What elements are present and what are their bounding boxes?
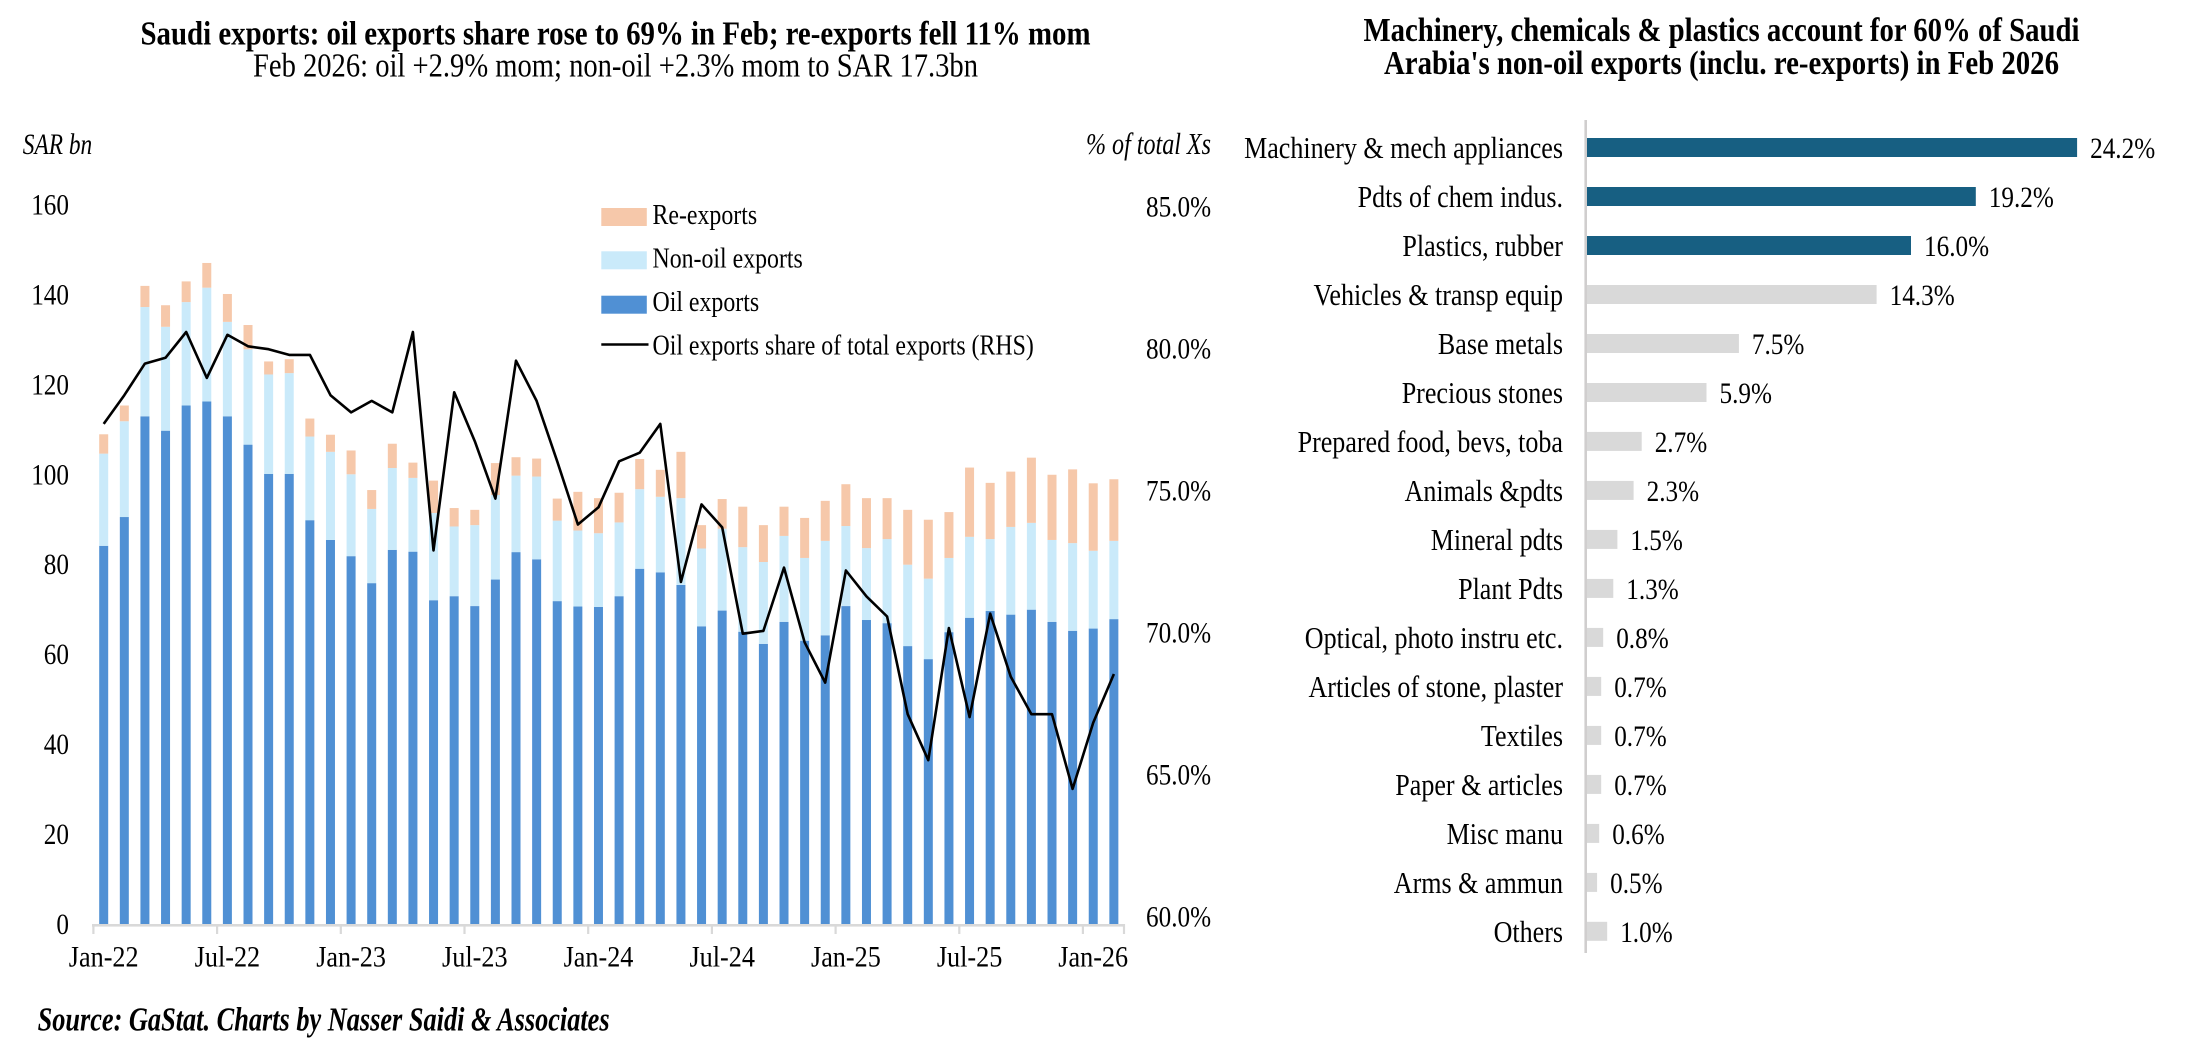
svg-text:60: 60 [44,638,69,671]
svg-text:0: 0 [56,908,69,941]
svg-text:Plastics, rubber: Plastics, rubber [1402,228,1563,263]
svg-text:Jul-22: Jul-22 [195,940,261,973]
svg-text:0.7%: 0.7% [1614,720,1667,753]
svg-text:Optical, photo instru etc.: Optical, photo instru etc. [1305,620,1563,655]
svg-text:Machinery, chemicals & plastic: Machinery, chemicals & plastics account … [1364,12,2080,49]
svg-text:0.7%: 0.7% [1614,769,1667,802]
svg-text:Paper & articles: Paper & articles [1395,767,1563,802]
svg-text:SAR bn: SAR bn [23,128,92,161]
svg-text:Jul-24: Jul-24 [689,940,755,973]
svg-text:Non-oil exports: Non-oil exports [653,243,803,275]
svg-text:120: 120 [31,368,69,401]
svg-text:80: 80 [44,548,69,581]
svg-text:16.0%: 16.0% [1924,230,1989,263]
svg-text:Base metals: Base metals [1438,326,1563,361]
svg-text:Re-exports: Re-exports [653,199,758,231]
svg-text:0.7%: 0.7% [1614,671,1667,704]
svg-text:Machinery & mech appliances: Machinery & mech appliances [1244,130,1563,165]
svg-text:1.0%: 1.0% [1620,916,1673,949]
svg-text:1.5%: 1.5% [1630,524,1683,557]
svg-text:65.0%: 65.0% [1146,759,1211,792]
svg-text:100: 100 [31,458,69,491]
svg-text:Plant Pdts: Plant Pdts [1458,571,1563,606]
svg-text:Oil exports share of total exp: Oil exports share of total exports (RHS) [653,330,1034,362]
svg-text:Feb 2026: oil +2.9% mom; non-o: Feb 2026: oil +2.9% mom; non-oil +2.3% m… [253,48,978,85]
svg-text:Mineral pdts: Mineral pdts [1431,522,1563,557]
svg-text:75.0%: 75.0% [1146,475,1211,508]
svg-text:Vehicles & transp equip: Vehicles & transp equip [1314,277,1564,312]
svg-text:Jan-24: Jan-24 [564,940,634,973]
svg-text:Precious stones: Precious stones [1402,375,1563,410]
svg-text:60.0%: 60.0% [1146,901,1211,934]
svg-text:2.7%: 2.7% [1655,426,1708,459]
svg-text:Textiles: Textiles [1481,718,1563,753]
svg-text:Jan-25: Jan-25 [811,940,881,973]
svg-text:7.5%: 7.5% [1752,328,1805,361]
svg-text:19.2%: 19.2% [1989,181,2054,214]
svg-text:Jan-22: Jan-22 [69,940,139,973]
svg-text:Others: Others [1494,914,1563,949]
svg-text:% of total Xs: % of total Xs [1086,126,1211,161]
svg-text:85.0%: 85.0% [1146,191,1211,224]
svg-text:Source: GaStat. Charts by Nass: Source: GaStat. Charts by Nasser Saidi &… [38,1002,610,1039]
svg-text:140: 140 [31,278,69,311]
svg-text:Arms & ammun: Arms & ammun [1394,865,1564,900]
svg-text:Misc manu: Misc manu [1447,816,1563,851]
svg-text:2.3%: 2.3% [1647,475,1700,508]
svg-text:0.5%: 0.5% [1610,867,1663,900]
svg-text:Jul-23: Jul-23 [442,940,508,973]
svg-text:20: 20 [44,818,69,851]
svg-text:1.3%: 1.3% [1626,573,1679,606]
svg-text:70.0%: 70.0% [1146,617,1211,650]
svg-text:5.9%: 5.9% [1720,377,1773,410]
svg-text:Jul-25: Jul-25 [937,940,1003,973]
svg-text:Prepared food, bevs, toba: Prepared food, bevs, toba [1298,424,1564,459]
svg-text:Jan-26: Jan-26 [1058,940,1128,973]
svg-text:0.8%: 0.8% [1616,622,1669,655]
svg-text:Oil exports: Oil exports [653,286,760,318]
svg-text:24.2%: 24.2% [2090,132,2155,165]
svg-text:160: 160 [31,189,69,222]
svg-text:0.6%: 0.6% [1612,818,1665,851]
svg-text:14.3%: 14.3% [1890,279,1955,312]
svg-text:80.0%: 80.0% [1146,333,1211,366]
svg-text:Jan-23: Jan-23 [316,940,386,973]
svg-text:Animals &pdts: Animals &pdts [1405,473,1563,508]
svg-text:40: 40 [44,728,69,761]
svg-text:Arabia's non-oil exports (incl: Arabia's non-oil exports (inclu. re-expo… [1384,45,2059,82]
svg-text:Saudi exports: oil exports sha: Saudi exports: oil exports share rose to… [141,16,1091,53]
svg-text:Pdts of chem indus.: Pdts of chem indus. [1358,179,1563,214]
svg-text:Articles of stone, plaster: Articles of stone, plaster [1309,669,1564,704]
